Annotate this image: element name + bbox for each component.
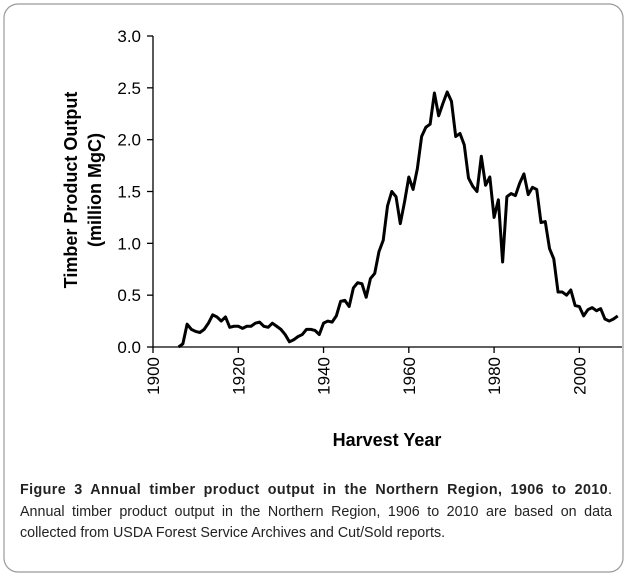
x-tick-label: 1980	[485, 357, 504, 395]
y-tick-label: 0.5	[117, 286, 141, 305]
x-tick-label: 1920	[229, 357, 248, 395]
caption: Figure 3 Annual timber product output in…	[20, 480, 612, 545]
caption-text: . Annual timber product output in the No…	[20, 482, 612, 541]
y-tick-label: 0.0	[117, 338, 141, 357]
figure-frame	[3, 3, 624, 573]
y-tick-label: 1.0	[117, 234, 141, 253]
y-tick-label: 3.0	[117, 27, 141, 46]
caption-title: Figure 3 Annual timber product output in…	[20, 482, 609, 498]
x-tick-label: 1900	[144, 357, 163, 395]
data-line	[177, 90, 619, 349]
x-tick-label: 1940	[315, 357, 334, 395]
x-tick-label: 2000	[570, 357, 589, 395]
y-axis-label: (million MgC)	[85, 133, 105, 247]
x-axis-label: Harvest Year	[333, 430, 442, 450]
y-tick-label: 2.5	[117, 79, 141, 98]
y-axis-label: Timber Product Output	[61, 92, 81, 289]
y-tick-label: 1.5	[117, 183, 141, 202]
y-tick-label: 2.0	[117, 131, 141, 150]
x-tick-label: 1960	[400, 357, 419, 395]
